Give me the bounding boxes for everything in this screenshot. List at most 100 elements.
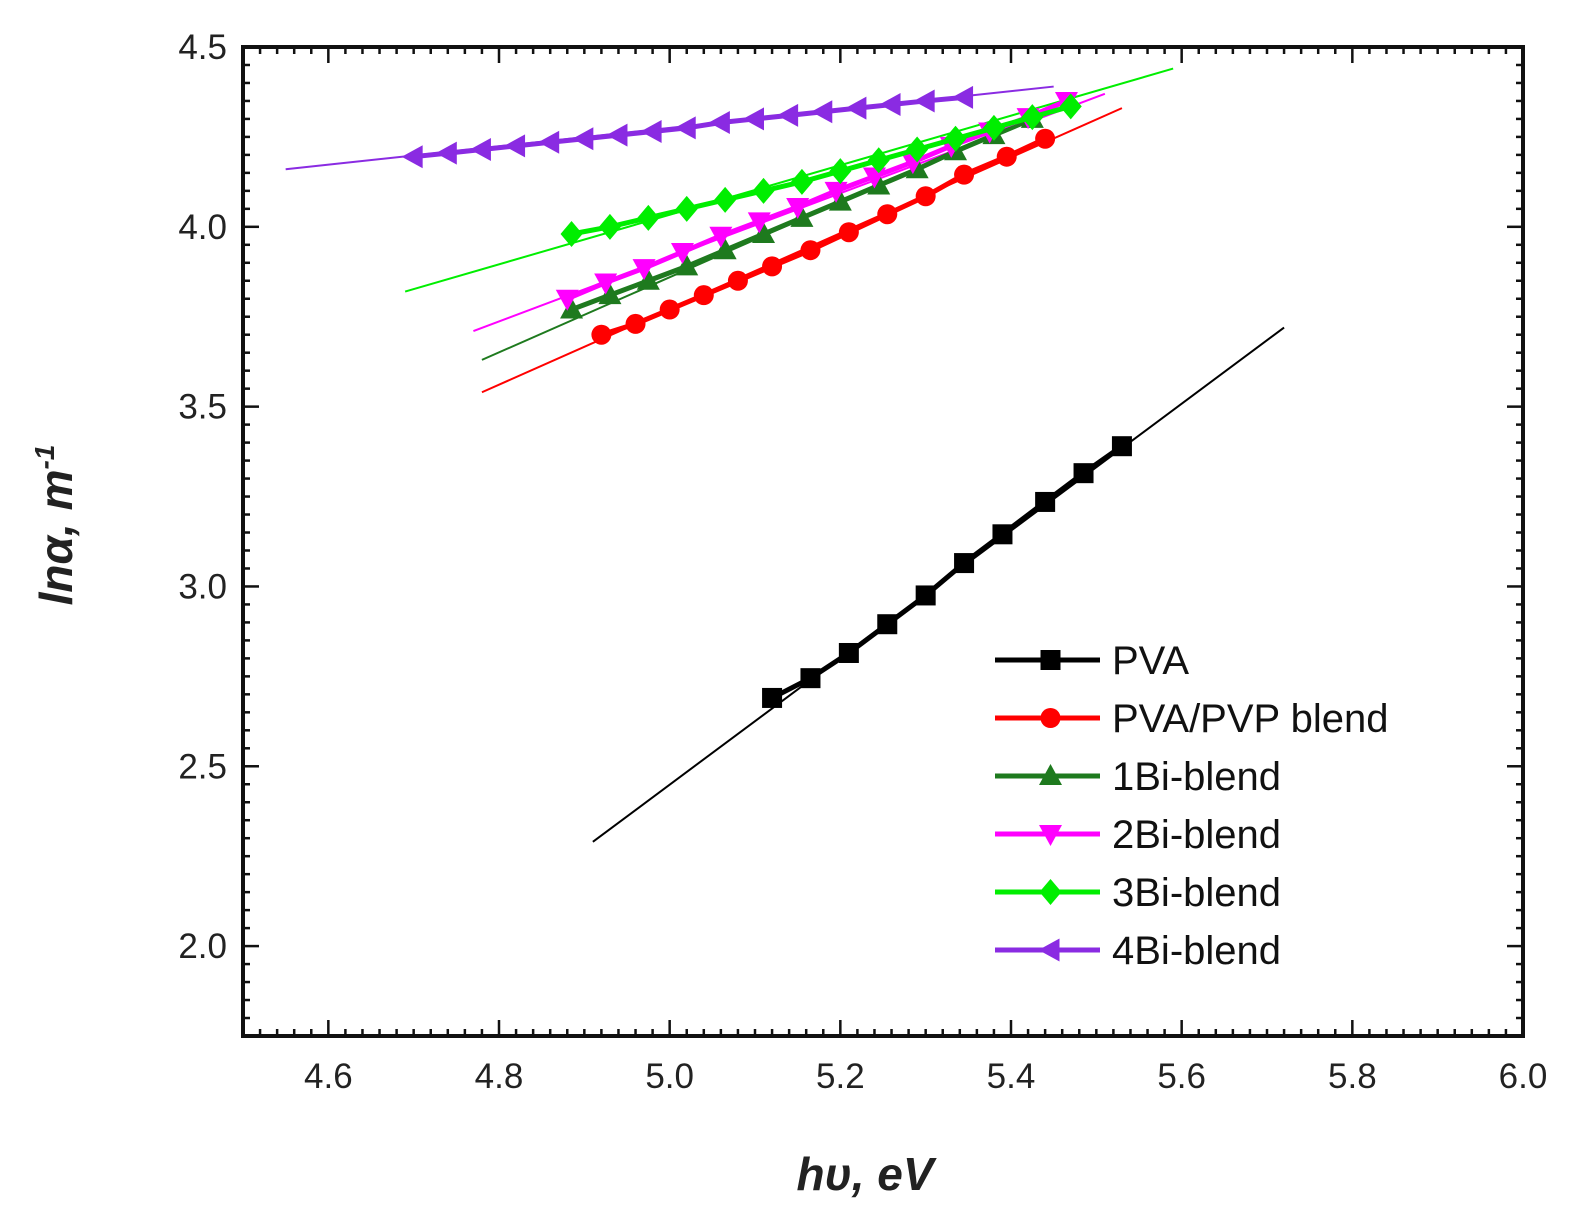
data-point [727, 270, 748, 291]
data-point [1073, 463, 1094, 484]
y-axis-title-exponent: -1 [29, 445, 60, 470]
data-point [838, 222, 859, 243]
series-3bi-blend [560, 93, 1082, 248]
data-point [675, 254, 699, 276]
data-point [693, 285, 714, 306]
legend-marker [1039, 764, 1062, 785]
y-tick-label: 2.5 [178, 747, 227, 786]
y-axis-title-main: lnα, m [30, 470, 82, 606]
legend-marker [1040, 650, 1061, 670]
data-point [906, 136, 929, 163]
data-point [598, 213, 621, 240]
legend-entry: 1Bi-blend [995, 755, 1281, 799]
data-point [659, 299, 680, 320]
data-point [944, 125, 967, 152]
x-tick-label: 4.8 [475, 1057, 524, 1096]
x-tick-label: 4.6 [304, 1057, 353, 1096]
legend-entry: 4Bi-blend [995, 929, 1281, 973]
data-point [905, 157, 929, 179]
data-point [996, 146, 1017, 167]
data-point [838, 642, 859, 663]
legend-entry: 3Bi-blend [995, 871, 1281, 915]
data-point [636, 268, 660, 290]
x-tick-label: 5.2 [816, 1057, 865, 1096]
legend-marker [1039, 879, 1062, 905]
data-point [829, 158, 852, 185]
legend-label: PVA [1112, 639, 1189, 683]
data-point [625, 313, 646, 334]
data-point [555, 289, 579, 311]
data-point [992, 524, 1013, 545]
data-point [632, 259, 656, 281]
series-pva-pvp-blend [591, 128, 1056, 345]
data-point [435, 141, 457, 165]
y-tick-label: 3.0 [178, 567, 227, 606]
legend-entry: PVA [995, 639, 1189, 683]
y-tick-label: 4.5 [178, 28, 227, 67]
data-point [752, 222, 776, 244]
data-point [709, 226, 733, 248]
series-4bi-blend [401, 85, 974, 169]
data-point [1021, 104, 1044, 131]
data-point [560, 297, 584, 319]
data-point [708, 111, 730, 135]
data-point [915, 186, 936, 207]
data-point [572, 127, 594, 151]
tick-labels: 4.6 4.8 5.0 5.2 5.4 5.6 5.8 6.0 2.0 2.5 3.0 3.5 4.0 4… [178, 28, 1547, 1096]
legend-marker [1040, 708, 1061, 728]
y-tick-label: 4.0 [178, 208, 227, 247]
data-point [637, 204, 660, 231]
x-tick-label: 5.4 [987, 1057, 1036, 1096]
data-point [786, 198, 810, 220]
data-point [560, 221, 583, 248]
data-point [954, 553, 975, 574]
legend-label: 4Bi-blend [1112, 929, 1281, 973]
legend-label: PVA/PVP blend [1112, 697, 1388, 741]
legend-marker [1038, 938, 1060, 962]
data-point [800, 668, 821, 689]
data-point [743, 107, 764, 131]
fit-line-3bi-blend [404, 67, 1174, 293]
y-tick-label: 2.0 [178, 927, 227, 966]
data-point [790, 205, 814, 227]
data-point [877, 614, 898, 635]
data-point [828, 189, 852, 211]
data-point [670, 242, 694, 264]
data-point [862, 167, 886, 189]
series-line [770, 444, 1124, 701]
data-point [752, 177, 775, 204]
data-point [606, 123, 628, 147]
data-point [1059, 93, 1082, 120]
x-tick-label: 5.6 [1157, 1057, 1206, 1096]
data-point [598, 283, 622, 305]
data-point [714, 186, 737, 213]
series-pva [762, 436, 1132, 708]
data-point [1035, 128, 1056, 149]
data-point [538, 130, 560, 154]
data-point [1111, 436, 1132, 457]
data-point [879, 93, 901, 117]
data-point [713, 238, 737, 260]
data-point [591, 324, 612, 345]
legend-entry: PVA/PVP blend [995, 697, 1388, 741]
legend-marker [1039, 825, 1062, 846]
legend-entry: 2Bi-blend [995, 813, 1281, 857]
data-point [504, 134, 526, 158]
data-point [747, 212, 771, 234]
data-point [824, 181, 848, 203]
data-point [777, 103, 799, 127]
data-point [594, 273, 618, 295]
data-point [762, 687, 783, 708]
data-point [1035, 491, 1056, 512]
data-point [867, 147, 890, 174]
legend-label: 2Bi-blend [1112, 813, 1281, 857]
data-point [982, 114, 1005, 141]
data-point [800, 240, 821, 261]
legend: PVA PVA/PVP blend 1Bi-blend 2Bi-blend 3Bi-bl… [995, 639, 1388, 973]
y-tick-label: 3.5 [178, 388, 227, 427]
data-point [790, 168, 813, 195]
data-point [675, 195, 698, 222]
data-point [952, 85, 974, 109]
